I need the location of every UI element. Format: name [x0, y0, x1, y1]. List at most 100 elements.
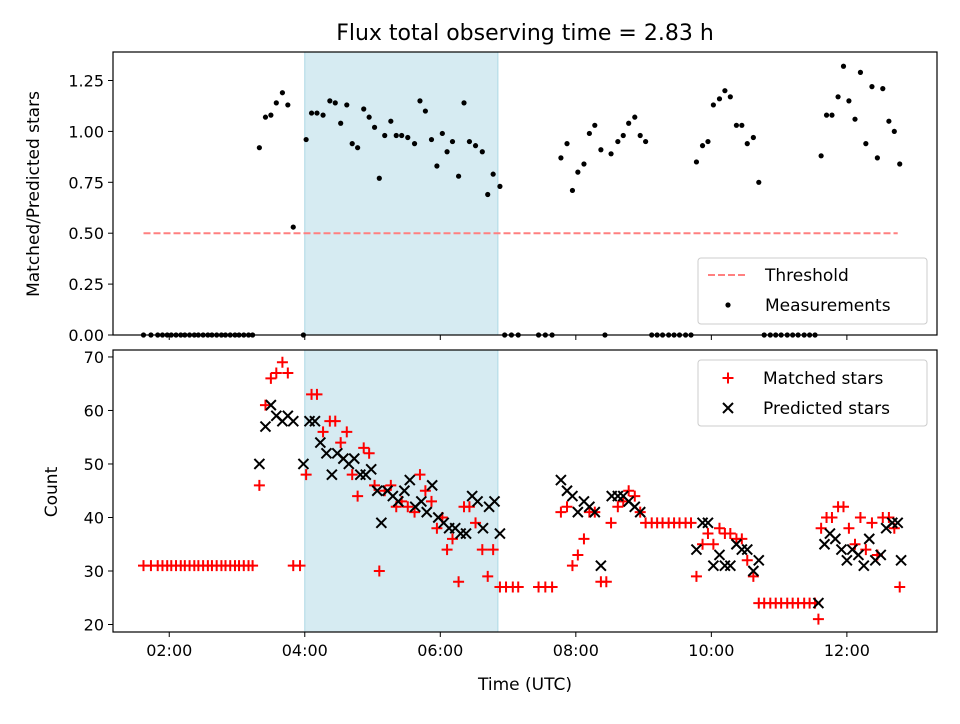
legend-predicted-label: Predicted stars	[763, 399, 890, 419]
measurement-point	[569, 187, 576, 194]
measurement-point	[405, 134, 411, 141]
measurement-point	[256, 145, 262, 151]
matched-star-point	[282, 367, 294, 379]
predicted-star-point	[477, 522, 489, 534]
measurement-point	[472, 143, 479, 149]
predicted-star-point	[895, 554, 907, 567]
matched-star-point	[259, 399, 271, 411]
matched-star-point	[685, 517, 697, 529]
matched-star-point	[690, 570, 702, 582]
matched-star-point	[883, 511, 895, 523]
legend-matched-swatch	[722, 372, 734, 384]
predicted-star-point	[829, 533, 842, 545]
measurement-point	[303, 136, 309, 143]
matched-star-point	[605, 517, 617, 529]
predicted-star-point	[852, 549, 865, 561]
matched-star-point	[431, 522, 443, 534]
measurement-point	[262, 114, 269, 120]
predicted-star-point	[841, 554, 853, 567]
measurement-point	[366, 114, 372, 120]
predicted-star-point	[713, 549, 726, 561]
legend-predicted-swatch	[722, 402, 734, 414]
matched-star-point	[341, 426, 353, 438]
matched-star-point	[441, 544, 453, 556]
predicted-star-point	[253, 458, 266, 470]
predicted-star-point	[707, 559, 720, 572]
predicted-star-point	[863, 533, 875, 545]
matched-star-point	[546, 581, 558, 593]
count-panel: 20 30 40 50 60 70 02:00 04:00 06:00 08:00 10:00 12:…	[84, 348, 938, 660]
predicted-star-point	[702, 517, 714, 529]
measurement-point	[637, 132, 643, 139]
bottom-observing-span	[304, 349, 499, 633]
top-y-tick-label: 0.75	[68, 173, 104, 192]
matched-star-point	[736, 533, 748, 545]
top-y-tick-label: 1.00	[68, 122, 104, 141]
measurement-point	[575, 169, 581, 175]
matched-star-point	[561, 501, 573, 513]
top-y-tick-label: 0.25	[68, 275, 104, 294]
matched-star-point	[265, 372, 277, 384]
measurement-point	[449, 138, 456, 145]
top-y-tick-label: 0.00	[68, 326, 104, 345]
matched-star-point	[617, 495, 629, 507]
matched-star-point	[317, 426, 329, 438]
predicted-star-point	[426, 479, 438, 492]
matched-star-point	[352, 490, 364, 502]
top-legend	[697, 257, 928, 325]
measurement-point	[632, 114, 638, 120]
matched-star-point	[702, 528, 714, 540]
predicted-star-point	[348, 452, 360, 465]
legend-measurement-swatch	[725, 302, 731, 308]
matched-star-point	[414, 469, 426, 481]
matched-star-point	[866, 517, 878, 529]
matched-star-point	[482, 570, 494, 582]
predicted-star-point	[875, 549, 887, 561]
measurement-point	[693, 159, 700, 165]
matched-star-point	[894, 581, 906, 593]
matched-star-point	[335, 437, 347, 449]
measurement-point	[422, 108, 428, 114]
top-observing-span	[304, 51, 499, 336]
measurement-point	[852, 116, 858, 122]
predicted-star-point	[696, 517, 709, 529]
measurement-point	[716, 96, 723, 102]
matched-star-point	[815, 522, 827, 534]
matched-star-point	[837, 501, 849, 513]
measurement-point	[439, 130, 445, 137]
matched-star-point	[612, 501, 624, 513]
predicted-star-point	[375, 517, 388, 529]
measurement-point	[485, 191, 491, 198]
measurement-point	[733, 122, 740, 128]
predicted-star-point	[835, 543, 848, 556]
measurement-point	[608, 151, 614, 157]
predicted-star-point	[460, 527, 472, 540]
measurement-point	[886, 118, 892, 124]
matched-star-point	[247, 560, 259, 572]
top-y-tick-label: 1.25	[68, 72, 104, 91]
measurement-point	[279, 90, 286, 96]
x-tick-label: 10:00	[688, 641, 734, 660]
predicted-star-point	[320, 447, 333, 459]
matched-star-point	[311, 388, 323, 400]
matched-star-point	[578, 533, 590, 545]
measurement-point	[857, 69, 864, 75]
matched-star-point	[697, 538, 709, 550]
predicted-star-point	[747, 565, 760, 577]
bottom-y-tick-label: 30	[84, 562, 104, 581]
measurement-point	[750, 134, 756, 141]
matched-star-point	[487, 544, 499, 556]
measurement-point	[620, 132, 626, 139]
measurement-point	[897, 161, 903, 167]
top-y-axis-label: Matched/Predicted stars	[24, 91, 44, 297]
matched-star-point	[300, 469, 312, 481]
measurement-point	[710, 102, 716, 108]
measurement-point	[332, 100, 338, 106]
matched-star-point	[346, 469, 358, 481]
measurement-point	[444, 149, 450, 155]
measurement-point	[314, 110, 320, 116]
predicted-star-point	[471, 495, 484, 508]
measurement-point	[722, 88, 728, 94]
predicted-star-point	[589, 506, 601, 518]
